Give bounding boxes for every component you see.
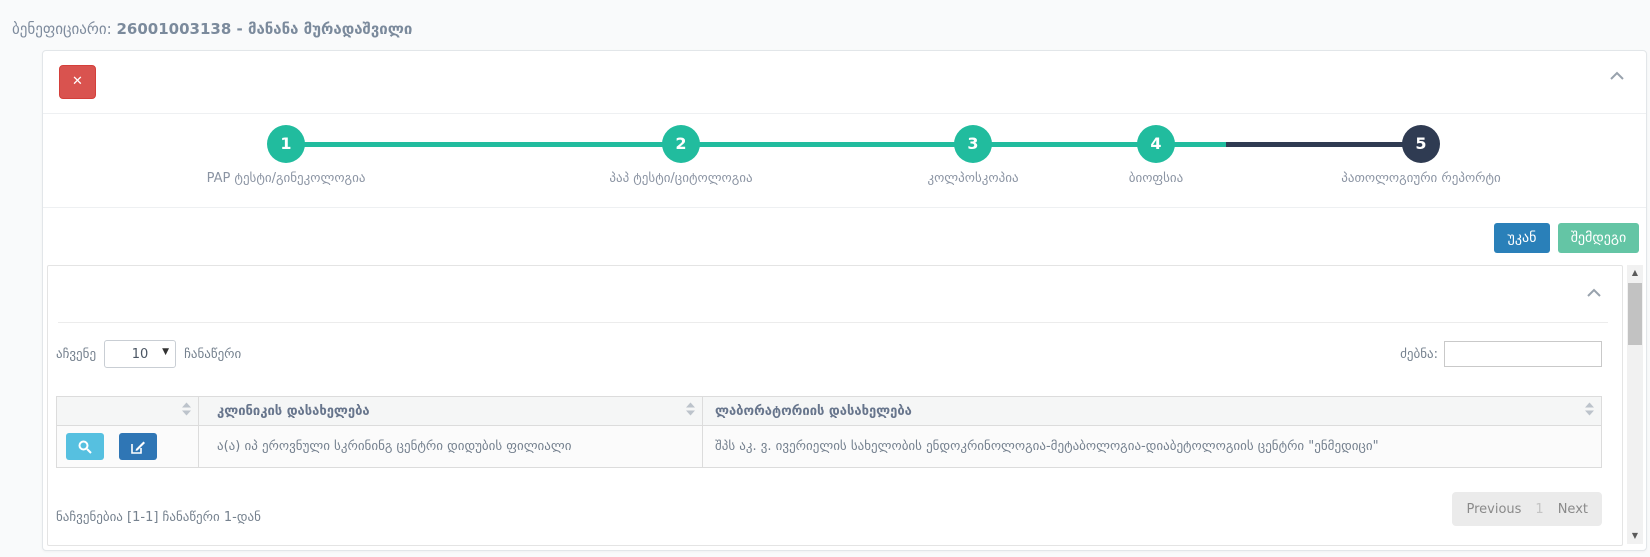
divider: [43, 207, 1646, 208]
header-clinic-cell[interactable]: კლინიკის დასახელება: [199, 397, 703, 425]
wizard-card: ✕ 1 2 3 4 5 PAP ტესტი/გინეკო: [42, 50, 1647, 551]
show-label: აჩვენე: [56, 346, 97, 362]
view-button[interactable]: [66, 433, 104, 460]
search-label: ძებნა:: [1400, 346, 1438, 362]
page-size-select[interactable]: 10 ▼: [104, 340, 177, 368]
row-laboratory-cell: შპს აკ. ვ. ივერიელის სახელობის ენდოკრინო…: [703, 426, 1601, 467]
laboratory-name: შპს აკ. ვ. ივერიელის სახელობის ენდოკრინო…: [715, 439, 1379, 454]
step-1-circle[interactable]: 1: [267, 125, 305, 163]
stepper-line-completed: [286, 142, 1226, 147]
sort-icon[interactable]: [686, 402, 695, 420]
beneficiary-label: ბენეფიციარი:: [12, 20, 112, 38]
row-actions-cell: [57, 426, 199, 467]
pagination-previous[interactable]: Previous: [1466, 501, 1522, 517]
pagination-next[interactable]: Next: [1557, 501, 1588, 517]
chevron-up-icon[interactable]: [1586, 288, 1602, 298]
beneficiary-value: 26001003138 - მანანა მურადაშვილი: [116, 20, 413, 38]
divider: [58, 322, 1608, 323]
table-row: ა(ა) იპ ეროვნული სკრინინგ ცენტრი დიდუბის…: [57, 426, 1601, 468]
caret-down-icon: ▼: [162, 347, 170, 357]
sort-icon[interactable]: [182, 402, 191, 420]
search-input[interactable]: [1444, 341, 1602, 367]
table-info: ნაჩვენებია [1-1] ჩანაწერი 1-დან: [56, 510, 261, 525]
chevron-up-icon[interactable]: [1609, 71, 1625, 81]
step-1-label: PAP ტესტი/გინეკოლოგია: [206, 171, 366, 186]
scroll-down-icon[interactable]: ▼: [1627, 528, 1643, 544]
scrollbar-thumb[interactable]: [1628, 283, 1642, 345]
scroll-up-icon[interactable]: ▲: [1627, 265, 1643, 281]
close-button[interactable]: ✕: [59, 65, 96, 99]
step-3-label: კოლპოსკოპია: [927, 171, 1019, 186]
page-size-value: 10: [131, 346, 149, 362]
results-table: კლინიკის დასახელება ლაბორატორიის დასახელ…: [56, 396, 1602, 468]
search-control: ძებნა:: [1400, 340, 1602, 368]
table-panel: აჩვენე 10 ▼ ჩანაწერი ძებნა:: [47, 265, 1623, 546]
row-clinic-cell: ა(ა) იპ ეროვნული სკრინინგ ცენტრი დიდუბის…: [199, 426, 703, 467]
step-4-label: ბიოფსია: [1128, 171, 1184, 186]
header-actions-cell[interactable]: [57, 397, 199, 425]
table-header-row: კლინიკის დასახელება ლაბორატორიის დასახელ…: [57, 397, 1601, 426]
step-4-number: 4: [1150, 134, 1162, 153]
stepper-line-remaining: [1226, 142, 1421, 147]
vertical-scrollbar[interactable]: ▲ ▼: [1627, 265, 1643, 544]
pagination: Previous 1 Next: [1452, 492, 1602, 526]
step-2-label: პაპ ტესტი/ციტოლოგია: [609, 171, 753, 186]
laboratory-column-title: ლაბორატორიის დასახელება: [715, 403, 912, 419]
step-5-circle[interactable]: 5: [1402, 125, 1440, 163]
pagination-page-1[interactable]: 1: [1535, 501, 1544, 517]
step-4-circle[interactable]: 4: [1137, 125, 1175, 163]
header-laboratory-cell[interactable]: ლაბორატორიის დასახელება: [703, 397, 1601, 425]
edit-button[interactable]: [119, 433, 157, 460]
back-button[interactable]: უკან: [1494, 223, 1550, 253]
step-5-number: 5: [1415, 134, 1427, 153]
step-3-number: 3: [967, 134, 979, 153]
page-size-control: აჩვენე 10 ▼ ჩანაწერი: [56, 340, 241, 368]
search-icon: [78, 440, 92, 454]
step-3-circle[interactable]: 3: [954, 125, 992, 163]
sort-icon[interactable]: [1585, 402, 1594, 420]
step-2-circle[interactable]: 2: [662, 125, 700, 163]
step-1-number: 1: [280, 134, 292, 153]
next-button[interactable]: შემდეგი: [1558, 223, 1639, 253]
edit-icon: [131, 441, 145, 454]
divider: [43, 113, 1646, 114]
step-5-label: პათოლოგიური რეპორტი: [1341, 171, 1501, 186]
close-icon: ✕: [72, 74, 83, 89]
beneficiary-header: ბენეფიციარი: 26001003138 - მანანა მურადა…: [12, 20, 412, 38]
clinic-name: ა(ა) იპ ეროვნული სკრინინგ ცენტრი დიდუბის…: [217, 439, 572, 454]
step-2-number: 2: [675, 134, 687, 153]
records-label: ჩანაწერი: [184, 346, 242, 362]
clinic-column-title: კლინიკის დასახელება: [217, 403, 370, 419]
